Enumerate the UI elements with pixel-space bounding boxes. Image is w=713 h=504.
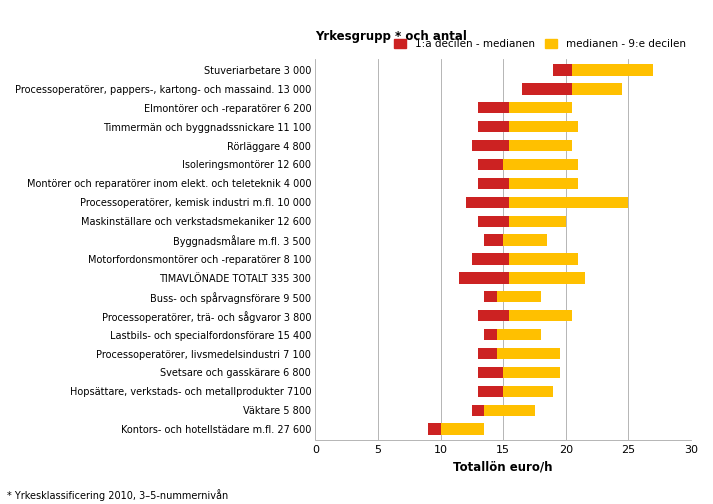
Bar [478, 367, 503, 378]
Bar [497, 291, 540, 302]
Bar [478, 178, 510, 189]
X-axis label: Totallön euro/h: Totallön euro/h [453, 461, 553, 474]
Bar [484, 405, 535, 416]
Bar [510, 140, 572, 151]
Bar [484, 329, 497, 340]
Bar [497, 348, 560, 359]
Bar [478, 348, 497, 359]
Bar [572, 65, 653, 76]
Bar [503, 234, 547, 246]
Bar [484, 291, 497, 302]
Bar [472, 140, 510, 151]
Bar [478, 159, 503, 170]
Bar [510, 310, 572, 322]
Bar [522, 83, 572, 95]
Bar [478, 310, 510, 322]
Bar [497, 329, 540, 340]
Bar [459, 272, 510, 284]
Bar [503, 367, 560, 378]
Bar [510, 102, 572, 113]
Bar [510, 121, 578, 133]
Bar [478, 102, 510, 113]
Bar [510, 197, 628, 208]
Legend: 1:a decilen - medianen, medianen - 9:e decilen: 1:a decilen - medianen, medianen - 9:e d… [394, 39, 686, 49]
Text: * Yrkesklassificering 2010, 3–5-nummernivån: * Yrkesklassificering 2010, 3–5-nummerni… [7, 489, 228, 501]
Bar [428, 423, 441, 435]
Bar [510, 254, 578, 265]
Bar [553, 65, 572, 76]
Bar [572, 83, 622, 95]
Bar [466, 197, 510, 208]
Bar [503, 386, 553, 397]
Bar [472, 254, 510, 265]
Bar [510, 178, 578, 189]
Bar [484, 234, 503, 246]
Bar [478, 216, 510, 227]
Bar [478, 121, 510, 133]
Bar [503, 159, 578, 170]
Bar [478, 386, 503, 397]
Bar [510, 216, 566, 227]
Bar [441, 423, 484, 435]
Bar [510, 272, 585, 284]
Bar [472, 405, 484, 416]
Text: Yrkesgrupp * och antal: Yrkesgrupp * och antal [315, 30, 467, 43]
